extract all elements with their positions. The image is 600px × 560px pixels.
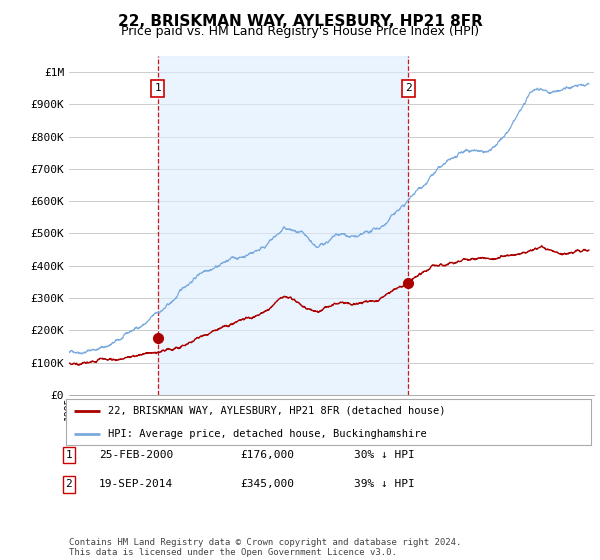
Text: Contains HM Land Registry data © Crown copyright and database right 2024.
This d: Contains HM Land Registry data © Crown c… bbox=[69, 538, 461, 557]
Text: 2: 2 bbox=[405, 83, 412, 94]
Text: 1: 1 bbox=[154, 83, 161, 94]
Text: 1: 1 bbox=[65, 450, 73, 460]
Text: 30% ↓ HPI: 30% ↓ HPI bbox=[354, 450, 415, 460]
Text: 19-SEP-2014: 19-SEP-2014 bbox=[99, 479, 173, 489]
Text: £176,000: £176,000 bbox=[240, 450, 294, 460]
Text: Price paid vs. HM Land Registry's House Price Index (HPI): Price paid vs. HM Land Registry's House … bbox=[121, 25, 479, 38]
Text: £345,000: £345,000 bbox=[240, 479, 294, 489]
Bar bbox=[158, 56, 409, 395]
Text: 22, BRISKMAN WAY, AYLESBURY, HP21 8FR (detached house): 22, BRISKMAN WAY, AYLESBURY, HP21 8FR (d… bbox=[108, 406, 445, 416]
Text: 2: 2 bbox=[65, 479, 73, 489]
Text: 39% ↓ HPI: 39% ↓ HPI bbox=[354, 479, 415, 489]
Text: 25-FEB-2000: 25-FEB-2000 bbox=[99, 450, 173, 460]
Text: HPI: Average price, detached house, Buckinghamshire: HPI: Average price, detached house, Buck… bbox=[108, 429, 427, 438]
Text: 22, BRISKMAN WAY, AYLESBURY, HP21 8FR: 22, BRISKMAN WAY, AYLESBURY, HP21 8FR bbox=[118, 14, 482, 29]
